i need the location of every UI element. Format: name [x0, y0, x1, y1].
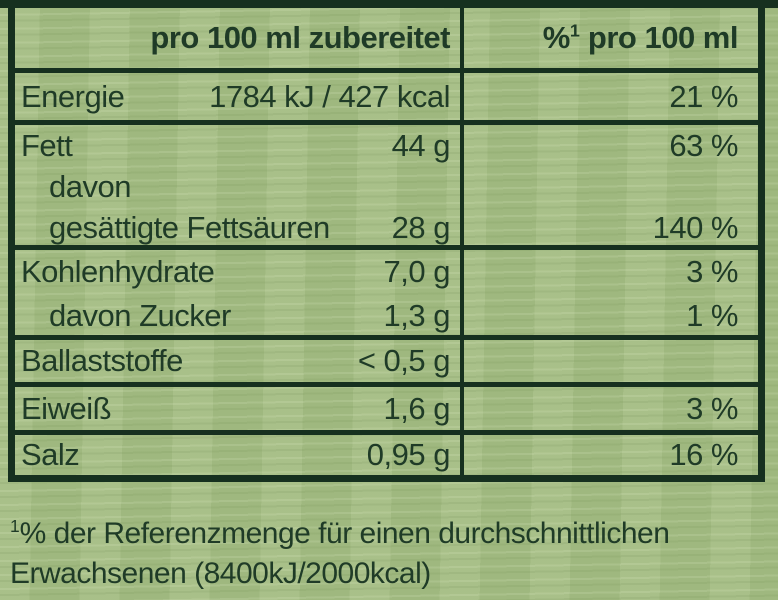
nutrient-cell: Salz 0,95 g [15, 435, 460, 475]
nutrient-cell: Kohlenhydrate 7,0 g davon Zucker 1,3 g [15, 250, 460, 338]
nutrient-sublabel: davon Zucker [49, 298, 231, 333]
nutrient-label: Salz [21, 437, 80, 472]
table-row-ballaststoffe: Ballaststoffe < 0,5 g [15, 335, 758, 382]
percent-value: 3 % [686, 390, 738, 426]
nutrient-value: 1784 kJ / 427 kcal [209, 78, 450, 114]
nutrient-value: 44 g [391, 128, 451, 163]
percent-value: 1 % [686, 298, 738, 333]
table-row-eiweiss: Eiweiß 1,6 g 3 % [15, 382, 758, 430]
nutrient-label: Energie [21, 78, 125, 114]
footnote-line1: % der Referenzmenge für einen durchschni… [19, 517, 670, 550]
nutrient-sublabel: gesättigte Fettsäuren [49, 210, 330, 245]
nutrient-value: 7,0 g [383, 254, 451, 289]
nutrient-value: < 0,5 g [357, 343, 451, 378]
table-row-salz: Salz 0,95 g 16 % [15, 430, 758, 475]
header-label-percent: %1 pro 100 ml [542, 20, 739, 55]
nutrient-cell: Ballaststoffe < 0,5 g [15, 340, 460, 382]
reference-footnote: 1% der Referenzmenge für einen durchschn… [10, 514, 770, 594]
nutrient-label: Ballaststoffe [21, 343, 183, 378]
nutrient-label: Kohlenhydrate [21, 254, 215, 289]
nutrient-cell: Energie 1784 kJ / 427 kcal [15, 73, 460, 120]
percent-cell: 3 % [460, 387, 758, 430]
percent-cell: 63 % 140 % [460, 125, 758, 248]
table-header-row: pro 100 ml zubereitet %1 pro 100 ml [15, 8, 758, 68]
percent-value: 21 % [669, 78, 738, 114]
percent-cell [460, 340, 758, 382]
header-cell-percent: %1 pro 100 ml [460, 8, 758, 68]
percent-value: 16 % [669, 437, 738, 472]
percent-cell: 3 % 1 % [460, 250, 758, 338]
table-row-fett: Fett 44 g davon gesättigte Fettsäuren 28… [15, 120, 758, 248]
table-row-energie: Energie 1784 kJ / 427 kcal 21 % [15, 68, 758, 120]
nutrient-cell: Fett 44 g davon gesättigte Fettsäuren 28… [15, 125, 460, 248]
nutrition-table: pro 100 ml zubereitet %1 pro 100 ml Ener… [8, 8, 765, 482]
percent-value: 63 % [669, 128, 738, 163]
footnote-marker: 1 [10, 516, 20, 536]
footnote-marker: 1 [569, 20, 580, 41]
percent-cell: 16 % [460, 435, 758, 475]
nutrient-value: 0,95 g [366, 437, 451, 472]
nutrient-label: Fett [21, 128, 73, 163]
header-label-per-100ml: pro 100 ml zubereitet [150, 20, 450, 55]
footnote-line2: Erwachsenen (8400kJ/2000kcal) [10, 557, 431, 590]
percent-cell: 21 % [460, 73, 758, 120]
header-cell-per-100ml: pro 100 ml zubereitet [15, 8, 460, 68]
nutrient-label: Eiweiß [21, 390, 112, 426]
table-row-kohlenhydrate: Kohlenhydrate 7,0 g davon Zucker 1,3 g 3… [15, 245, 758, 338]
nutrient-value: 1,3 g [383, 298, 451, 333]
nutrient-value: 28 g [391, 210, 451, 245]
nutrient-cell: Eiweiß 1,6 g [15, 387, 460, 430]
nutrient-value: 1,6 g [383, 390, 451, 426]
percent-value: 140 % [652, 210, 739, 245]
table-top-border [0, 0, 778, 8]
nutrient-sublabel: davon [49, 169, 131, 204]
percent-value: 3 % [686, 254, 738, 289]
